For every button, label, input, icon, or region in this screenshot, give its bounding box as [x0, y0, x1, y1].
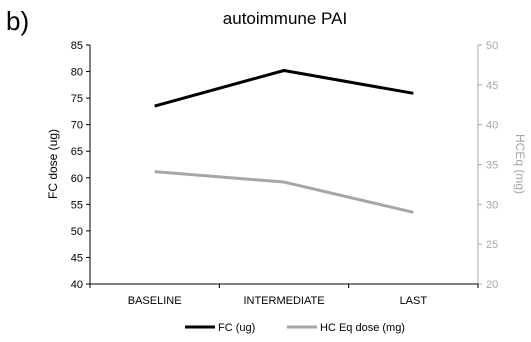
y-left-tick-label: 45	[71, 252, 83, 264]
y-right-tick-label: 40	[486, 120, 498, 132]
panel-label: b)	[6, 6, 29, 36]
x-tick-label: BASELINE	[128, 295, 182, 307]
y-right-axis-title: HCEq (mg)	[513, 134, 527, 194]
y-left-tick-label: 60	[71, 173, 83, 185]
legend: FC (ug) HC Eq dose (mg)	[185, 322, 405, 334]
y-left-tick-label: 75	[71, 93, 83, 105]
legend-entry-label: HC Eq dose (mg)	[320, 322, 405, 334]
plot-area: 40 45 50 55 60 65 70 75 80 85 20 25 30 35 40 45 50 BASELI…	[71, 40, 499, 307]
y-left-axis-title: FC dose (ug)	[46, 129, 60, 199]
y-right-tick-label: 25	[486, 239, 498, 251]
y-left-tick-label: 65	[71, 146, 83, 158]
series-line	[154, 170, 414, 214]
y-right-tick-label: 30	[486, 199, 498, 211]
legend-entry-label: FC (ug)	[218, 322, 255, 334]
series-line	[154, 68, 414, 108]
y-left-tick-label: 80	[71, 67, 83, 79]
y-right-tick-label: 20	[486, 279, 498, 291]
y-left-tick-label: 70	[71, 120, 83, 132]
y-left-tick-label: 40	[71, 279, 83, 291]
x-tick-label: INTERMEDIATE	[243, 295, 324, 307]
y-right-tick-label: 45	[486, 80, 498, 92]
y-left-tick-label: 50	[71, 226, 83, 238]
y-left-tick-label: 55	[71, 199, 83, 211]
y-right-tick-label: 50	[486, 40, 498, 52]
y-left-tick-label: 85	[71, 40, 83, 52]
chart-title: autoimmune PAI	[223, 9, 347, 28]
y-right-tick-label: 35	[486, 160, 498, 172]
x-tick-label: LAST	[400, 295, 428, 307]
